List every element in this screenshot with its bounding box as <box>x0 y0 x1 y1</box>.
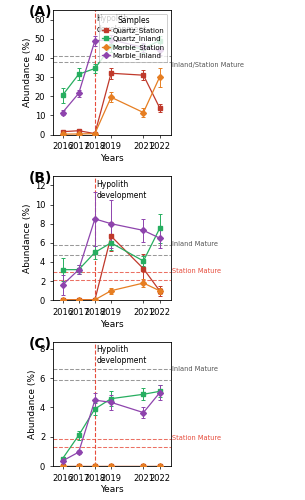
X-axis label: Years: Years <box>100 486 124 494</box>
Y-axis label: Abundance (%): Abundance (%) <box>23 38 32 107</box>
X-axis label: Years: Years <box>100 320 124 328</box>
Text: Station Mature: Station Mature <box>172 435 221 441</box>
Text: Hypolith
development: Hypolith development <box>96 14 147 34</box>
Text: Inland Mature: Inland Mature <box>172 366 218 372</box>
Text: (C): (C) <box>29 336 52 350</box>
Text: (B): (B) <box>29 171 52 185</box>
Text: Inland Mature: Inland Mature <box>172 242 218 248</box>
Y-axis label: Abundance (%): Abundance (%) <box>23 204 32 273</box>
Text: (A): (A) <box>29 5 53 19</box>
Text: Hypolith
development: Hypolith development <box>96 346 147 366</box>
Text: Station Mature: Station Mature <box>172 268 221 274</box>
Y-axis label: Abundance (%): Abundance (%) <box>28 369 37 438</box>
Text: Inland/Station Mature: Inland/Station Mature <box>172 62 244 68</box>
Text: Hypolith
development: Hypolith development <box>96 180 147 200</box>
Legend: Quartz_Station, Quartz_Inland, Marble_Station, Marble_Inland: Quartz_Station, Quartz_Inland, Marble_St… <box>99 14 167 62</box>
X-axis label: Years: Years <box>100 154 124 163</box>
